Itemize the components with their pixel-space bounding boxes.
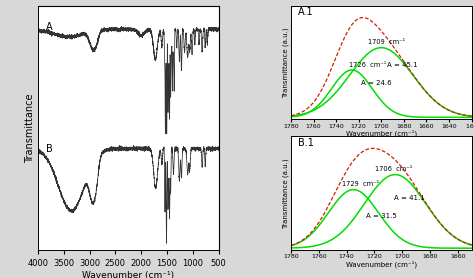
X-axis label: Wavenumber (cm⁻¹): Wavenumber (cm⁻¹) [346, 261, 417, 268]
Text: 1706  cm⁻¹: 1706 cm⁻¹ [375, 166, 412, 172]
X-axis label: Wavenumber (cm⁻¹): Wavenumber (cm⁻¹) [82, 271, 174, 278]
Y-axis label: Transmittance: Transmittance [25, 93, 35, 163]
Y-axis label: Transmittance (a.u.): Transmittance (a.u.) [283, 27, 290, 98]
Text: A.1: A.1 [298, 7, 314, 17]
Y-axis label: Transmittance (a.u.): Transmittance (a.u.) [283, 158, 290, 229]
Text: A: A [46, 22, 52, 32]
Text: 1709  cm⁻¹: 1709 cm⁻¹ [368, 39, 405, 45]
Text: A = 31.5: A = 31.5 [366, 213, 397, 219]
Text: B.1: B.1 [298, 138, 314, 148]
Text: A = 41.1: A = 41.1 [394, 195, 425, 201]
Text: 1726  cm⁻¹: 1726 cm⁻¹ [349, 62, 386, 68]
X-axis label: Wavenumber (cm⁻¹): Wavenumber (cm⁻¹) [346, 130, 417, 137]
Text: A = 24.6: A = 24.6 [361, 80, 392, 86]
Text: B: B [46, 144, 53, 154]
Text: 1729  cm⁻¹: 1729 cm⁻¹ [342, 181, 379, 187]
Text: A = 45.1: A = 45.1 [387, 63, 418, 68]
